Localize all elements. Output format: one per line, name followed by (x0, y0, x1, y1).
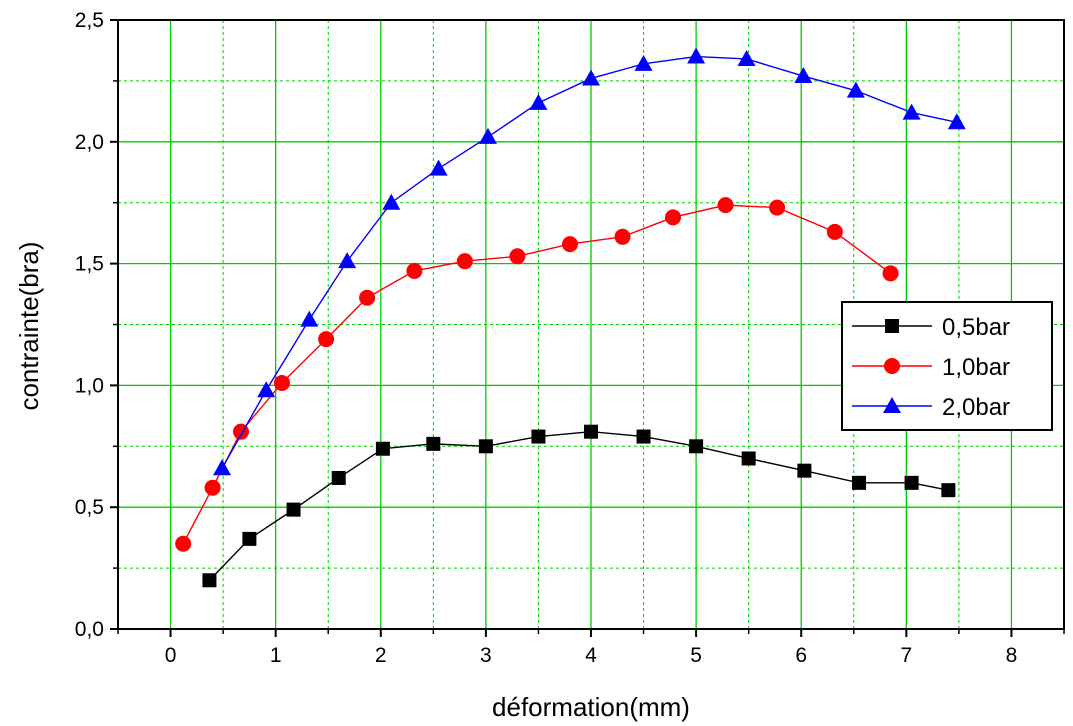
data-point (175, 535, 192, 552)
data-point (561, 236, 578, 253)
legend: 0,5bar 1,0bar 2,0bar (841, 301, 1053, 431)
data-point (426, 436, 441, 451)
x-axis-title: déformation(mm) (492, 692, 690, 722)
y-tick-label: 1,5 (75, 253, 104, 276)
data-point (529, 93, 548, 110)
data-point (456, 253, 473, 270)
data-point (794, 67, 813, 84)
data-point (882, 265, 899, 282)
series-line (182, 204, 891, 545)
data-point (826, 223, 843, 240)
x-tick-label: 8 (1006, 644, 1018, 667)
x-tick-label: 3 (480, 644, 492, 667)
data-point (478, 439, 493, 454)
series-1 (202, 424, 956, 588)
data-point (941, 483, 956, 498)
y-tick-label: 2,5 (75, 9, 104, 32)
data-point (531, 429, 546, 444)
x-tick-label: 0 (165, 644, 177, 667)
data-point (947, 113, 966, 130)
legend-entry: 0,5bar (852, 314, 1010, 341)
data-point (202, 573, 217, 588)
data-point (406, 262, 423, 279)
data-point (273, 374, 290, 391)
data-point (852, 475, 867, 490)
y-tick-label: 1,0 (75, 374, 104, 397)
x-tick-label: 7 (900, 644, 912, 667)
series-3 (213, 47, 966, 476)
data-point (636, 429, 651, 444)
y-tick-label: 0,0 (75, 618, 104, 641)
legend-label: 0,5bar (942, 314, 1010, 341)
data-point (331, 470, 346, 485)
data-point (204, 479, 221, 496)
legend-label: 1,0bar (942, 354, 1010, 381)
data-point (737, 49, 756, 66)
data-point (769, 199, 786, 216)
data-point (634, 54, 653, 71)
legend-label: 2,0bar (942, 394, 1010, 421)
x-tick-label: 1 (270, 644, 282, 667)
series-line (208, 430, 949, 581)
data-point (614, 228, 631, 245)
data-point (687, 47, 706, 64)
data-point (582, 69, 600, 86)
legend-entry: 1,0bar (852, 354, 1010, 381)
series-2 (175, 197, 899, 552)
data-point (584, 424, 598, 439)
y-axis-title: contrainte(bra) (14, 241, 44, 410)
data-point (300, 310, 319, 327)
data-point (338, 252, 357, 269)
data-point (797, 463, 812, 478)
data-point (286, 502, 301, 517)
data-point (429, 159, 448, 176)
legend-marker (883, 397, 901, 413)
legend-marker (884, 358, 900, 374)
legend-marker (885, 319, 899, 333)
data-point (902, 103, 921, 120)
y-tick-label: 2,0 (75, 131, 104, 154)
data-point (689, 439, 704, 454)
data-point (846, 81, 865, 98)
data-point (318, 331, 335, 348)
series-layer (175, 47, 966, 588)
data-point (382, 193, 401, 210)
y-tick-label: 0,5 (75, 496, 104, 519)
data-point (213, 459, 232, 476)
x-tick-label: 2 (375, 644, 387, 667)
series-line (221, 55, 957, 469)
data-point (664, 209, 681, 226)
legend-entry: 2,0bar (852, 394, 1010, 421)
x-tick-label: 4 (585, 644, 597, 667)
axis-ticks (110, 19, 1065, 637)
data-point (741, 451, 756, 466)
data-point (257, 381, 276, 398)
data-point (478, 127, 497, 144)
data-point (717, 197, 734, 214)
data-point (904, 475, 919, 490)
x-tick-labels: 0 1 2 3 4 5 6 7 8 (165, 644, 1018, 667)
x-tick-label: 6 (795, 644, 807, 667)
data-point (359, 289, 376, 306)
data-point (242, 531, 257, 546)
data-point (375, 441, 390, 456)
data-point (509, 248, 526, 265)
y-tick-labels: 0,0 0,5 1,0 1,5 2,0 2,5 (75, 9, 104, 641)
x-tick-label: 5 (690, 644, 702, 667)
